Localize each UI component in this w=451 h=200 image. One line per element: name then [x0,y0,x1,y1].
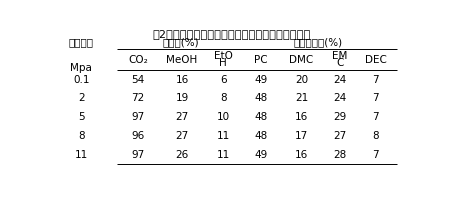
Text: 54: 54 [131,75,144,85]
Text: 0.1: 0.1 [73,75,89,85]
Text: 96: 96 [131,131,144,141]
Text: 97: 97 [131,112,144,122]
Text: PC: PC [254,55,267,65]
Text: 28: 28 [333,150,346,160]
Text: 转化率(%): 转化率(%) [162,37,198,47]
Text: C: C [336,58,343,68]
Text: 97: 97 [131,150,144,160]
Text: EM: EM [332,51,347,61]
Text: 8: 8 [78,131,84,141]
Text: 16: 16 [175,75,188,85]
Text: 48: 48 [254,93,267,103]
Text: 27: 27 [333,131,346,141]
Text: 48: 48 [254,131,267,141]
Text: 8: 8 [219,93,226,103]
Text: 21: 21 [294,93,307,103]
Text: 8: 8 [372,131,378,141]
Text: 7: 7 [372,112,378,122]
Text: 27: 27 [175,131,188,141]
Text: 49: 49 [254,150,267,160]
Text: 6: 6 [219,75,226,85]
Text: EtO: EtO [213,51,232,61]
Text: 7: 7 [372,93,378,103]
Text: 摩尔选择性(%): 摩尔选择性(%) [293,37,342,47]
Text: 27: 27 [175,112,188,122]
Text: H: H [219,58,226,68]
Text: 7: 7 [372,75,378,85]
Text: 17: 17 [294,131,307,141]
Text: 表2不同反应压力对原料转化率、产物选择性的影响: 表2不同反应压力对原料转化率、产物选择性的影响 [152,29,310,39]
Text: 48: 48 [254,112,267,122]
Text: 10: 10 [216,112,229,122]
Text: 11: 11 [74,150,88,160]
Text: 20: 20 [294,75,307,85]
Text: 24: 24 [333,75,346,85]
Text: 5: 5 [78,112,84,122]
Text: 24: 24 [333,93,346,103]
Text: 72: 72 [131,93,144,103]
Text: CO₂: CO₂ [128,55,147,65]
Text: Mpa: Mpa [70,63,92,73]
Text: 16: 16 [294,112,307,122]
Text: 2: 2 [78,93,84,103]
Text: 29: 29 [333,112,346,122]
Text: 49: 49 [254,75,267,85]
Text: 反应压力: 反应压力 [69,37,94,47]
Text: DMC: DMC [289,55,313,65]
Text: 19: 19 [175,93,188,103]
Text: 26: 26 [175,150,188,160]
Text: MeOH: MeOH [166,55,197,65]
Text: 11: 11 [216,131,229,141]
Text: 11: 11 [216,150,229,160]
Text: DEC: DEC [364,55,386,65]
Text: 7: 7 [372,150,378,160]
Text: 16: 16 [294,150,307,160]
